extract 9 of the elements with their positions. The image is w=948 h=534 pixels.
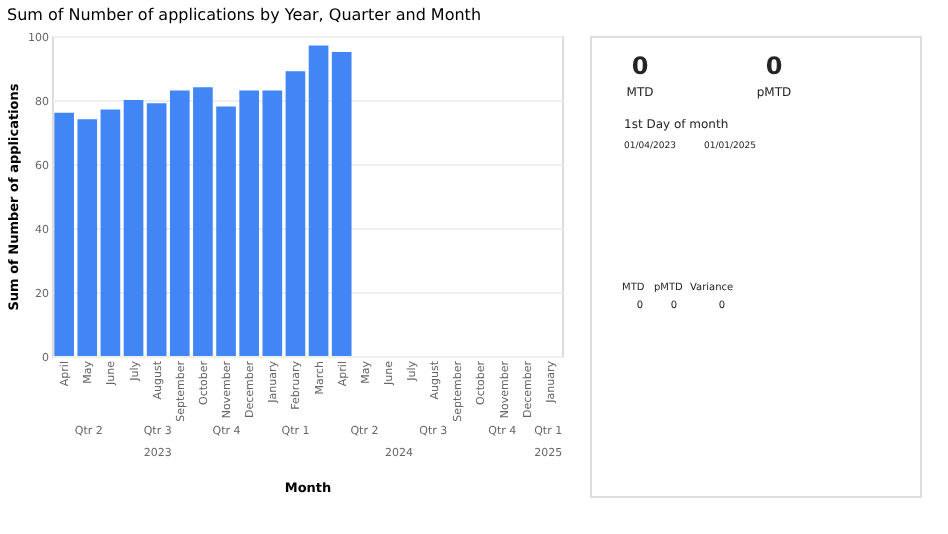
bar <box>331 52 352 356</box>
bar <box>285 71 306 356</box>
chart-title: Sum of Number of applications by Year, Quarter and Month <box>7 6 482 24</box>
bar <box>308 45 329 356</box>
bar <box>123 100 144 356</box>
bar <box>100 109 121 356</box>
text: 0 <box>631 52 649 80</box>
text: 0 <box>765 52 783 80</box>
bar <box>146 103 167 356</box>
